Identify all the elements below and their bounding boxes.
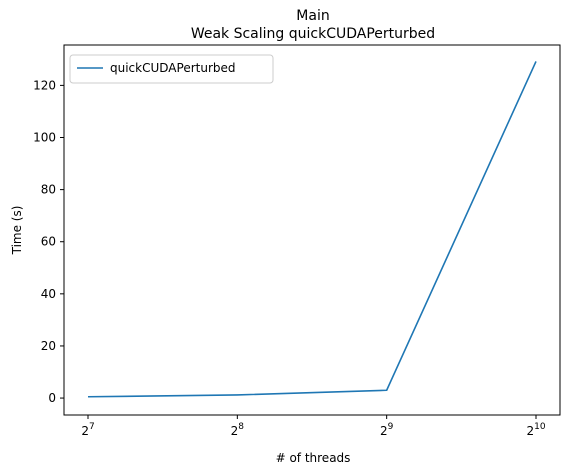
y-axis-label: Time (s) <box>10 206 24 256</box>
x-tick-label: 27 <box>81 422 94 438</box>
y-tick-label: 100 <box>33 131 56 145</box>
y-tick-label: 20 <box>41 339 56 353</box>
x-axis-label: # of threads <box>276 451 351 465</box>
y-tick-label: 40 <box>41 287 56 301</box>
x-axis-ticks: 27 28 29 210 <box>81 415 546 438</box>
plot-area <box>87 61 537 398</box>
y-tick-label: 120 <box>33 78 56 92</box>
x-tick-label: 29 <box>380 422 394 438</box>
legend-label: quickCUDAPerturbed <box>110 61 236 75</box>
legend-box <box>69 54 274 84</box>
x-tick-label: 28 <box>231 422 245 438</box>
y-tick-label: 80 <box>41 183 56 197</box>
chart-title: Main <box>296 8 329 24</box>
y-tick-label: 0 <box>48 391 56 405</box>
y-axis-ticks: 0 20 40 60 80 100 120 <box>33 78 64 405</box>
y-tick-label: 60 <box>41 235 56 249</box>
axes-frame <box>63 44 561 416</box>
legend: quickCUDAPerturbed <box>69 54 274 84</box>
series-line-0 <box>87 61 537 398</box>
x-tick-label: 210 <box>526 422 545 438</box>
chart-subtitle: Weak Scaling quickCUDAPerturbed <box>191 26 435 42</box>
